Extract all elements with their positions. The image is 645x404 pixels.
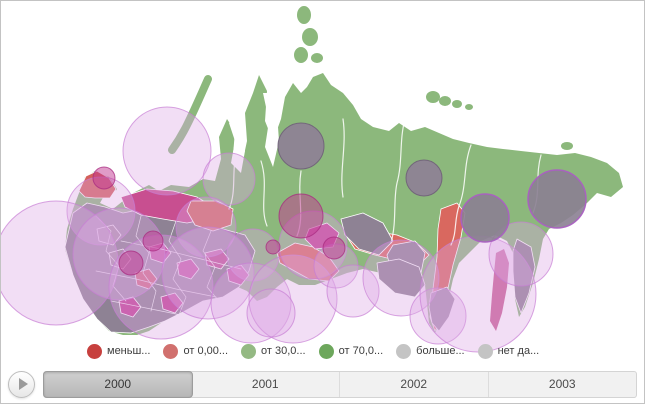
play-button[interactable]: [8, 370, 35, 398]
legend-item-label: больше...: [416, 345, 465, 357]
legend-item-label: от 0,00...: [183, 345, 229, 357]
region: [176, 258, 200, 280]
data-bubble-magenta[interactable]: [92, 166, 116, 190]
region: [512, 238, 536, 314]
data-bubble-magenta[interactable]: [118, 250, 144, 276]
timeline-years: 2000 2001 2002 2003: [43, 370, 637, 398]
timeline-year-2001[interactable]: 2001: [192, 371, 340, 397]
data-bubble-magenta[interactable]: [142, 230, 164, 252]
map-region-borders: [95, 118, 542, 318]
legend-color-dot: [87, 343, 102, 359]
region: [186, 200, 234, 232]
island-wrangel[interactable]: [561, 142, 573, 150]
data-bubble-lavender[interactable]: [1, 200, 119, 326]
data-bubble-lavender[interactable]: [409, 287, 467, 345]
legend-item: от 0,00...: [163, 343, 229, 359]
data-bubble-lavender[interactable]: [72, 207, 166, 301]
region: [96, 224, 122, 246]
island[interactable]: [294, 47, 308, 63]
region: [118, 296, 142, 318]
island[interactable]: [452, 100, 462, 108]
region: [134, 268, 158, 290]
data-bubble-lavender[interactable]: [210, 262, 292, 344]
island[interactable]: [311, 53, 323, 63]
legend-color-dot: [477, 343, 493, 359]
legend-item-label: от 30,0...: [261, 345, 306, 357]
legend-item-label: от 70,0...: [338, 345, 384, 357]
legend-color-dot: [241, 343, 257, 359]
island-sakhalin[interactable]: [490, 249, 509, 331]
timeline-year-2003[interactable]: 2003: [548, 377, 576, 391]
timeline: 2000 2001 2002 2003: [1, 365, 644, 403]
island[interactable]: [465, 104, 473, 110]
legend: меньш... от 0,00... от 30,0... от 70,0... бо…: [87, 341, 539, 361]
legend-item-label: нет да...: [497, 345, 540, 357]
data-bubble-lavender[interactable]: [488, 221, 554, 287]
data-bubble-gray_ring[interactable]: [460, 193, 510, 243]
legend-color-dot: [396, 343, 412, 359]
timeline-year-2000[interactable]: 2000: [43, 370, 193, 398]
data-bubble-lavender[interactable]: [202, 152, 256, 206]
legend-item: меньш...: [87, 343, 151, 359]
legend-item: от 70,0...: [318, 343, 384, 359]
legend-item-label: меньш...: [107, 345, 151, 357]
legend-item: от 30,0...: [241, 343, 306, 359]
data-bubble-gray_ring[interactable]: [527, 169, 587, 229]
timeline-year-2002[interactable]: 2002: [340, 371, 489, 397]
data-bubble-magenta[interactable]: [322, 236, 346, 260]
island-novaya-zemlya[interactable]: [168, 75, 212, 154]
region: [204, 248, 230, 270]
data-bubble-magenta[interactable]: [278, 193, 324, 239]
region: [276, 242, 340, 282]
legend-color-dot: [318, 343, 334, 359]
legend-item: больше...: [396, 343, 465, 359]
map-regions[interactable]: [64, 170, 536, 334]
data-bubble-lavender[interactable]: [161, 226, 255, 320]
island[interactable]: [302, 28, 318, 46]
region: [428, 286, 456, 332]
data-bubble-magenta[interactable]: [265, 239, 281, 255]
legend-item: нет да...: [477, 343, 540, 359]
data-bubble-gray[interactable]: [277, 122, 325, 170]
island[interactable]: [426, 91, 440, 103]
map-bubbles[interactable]: [1, 106, 587, 353]
island[interactable]: [439, 96, 451, 106]
data-bubble-gray[interactable]: [405, 159, 443, 197]
play-icon: [18, 378, 28, 390]
region: [340, 212, 394, 256]
island[interactable]: [297, 6, 311, 24]
legend-color-dot: [163, 343, 179, 359]
data-bubble-lavender[interactable]: [248, 254, 338, 344]
map-water: [105, 93, 279, 206]
data-bubble-lavender[interactable]: [326, 264, 380, 318]
data-bubble-lavender[interactable]: [122, 106, 212, 196]
data-bubble-lavender[interactable]: [246, 288, 296, 338]
